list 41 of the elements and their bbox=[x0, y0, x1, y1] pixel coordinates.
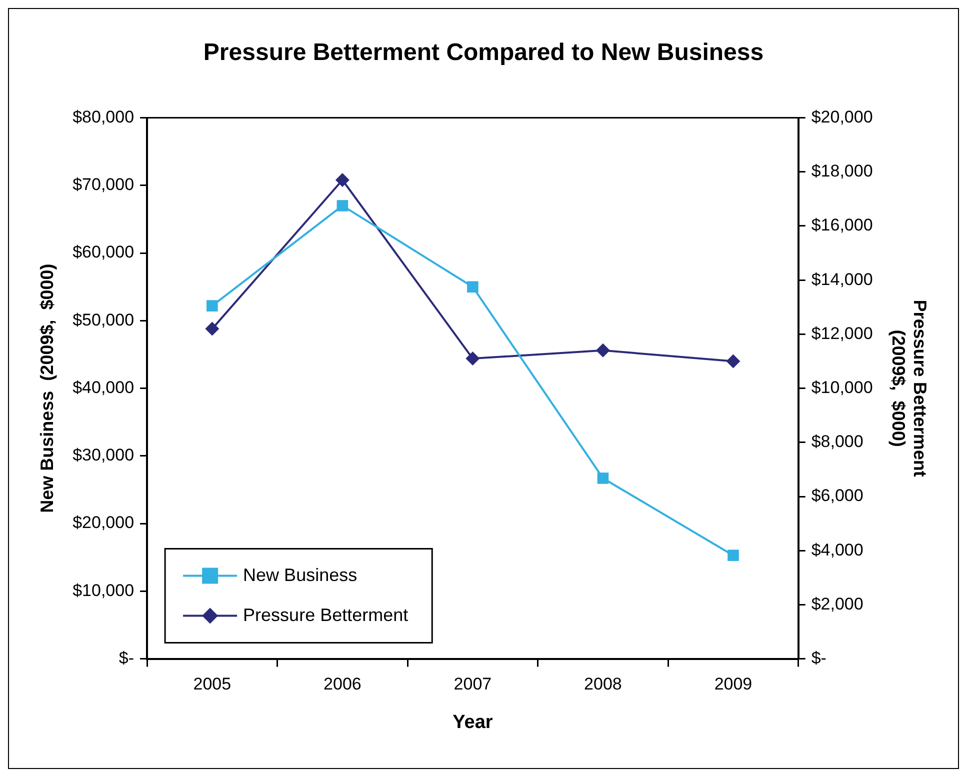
x-tick-label: 2008 bbox=[584, 674, 622, 694]
y-tick-label: $- bbox=[118, 648, 134, 668]
legend-label: Pressure Betterment bbox=[243, 604, 408, 625]
chart-title: Pressure Betterment Compared to New Business bbox=[203, 39, 764, 66]
y2-tick-label: $6,000 bbox=[811, 486, 864, 506]
point bbox=[726, 354, 740, 368]
point bbox=[205, 322, 220, 336]
y-tick-label: $30,000 bbox=[72, 446, 134, 465]
y-tick-label: $60,000 bbox=[72, 242, 134, 262]
legend-label: New Business bbox=[243, 564, 358, 585]
point bbox=[467, 281, 478, 293]
point bbox=[596, 343, 610, 358]
y2-tick-label: $10,000 bbox=[811, 378, 873, 397]
point bbox=[206, 300, 218, 312]
y2-tick-label: $14,000 bbox=[811, 270, 873, 289]
y-axis-title: New Business (2009$, $000) bbox=[36, 264, 57, 513]
x-axis-title: Year bbox=[452, 712, 494, 733]
x-tick-label: 2009 bbox=[714, 674, 752, 694]
point bbox=[597, 472, 609, 484]
y-tick-label: $40,000 bbox=[72, 378, 134, 397]
point bbox=[335, 173, 350, 188]
y2-axis-title: Pressure Betterment (2009$, $000) bbox=[888, 300, 930, 477]
y2-tick-label: $16,000 bbox=[811, 216, 873, 235]
y-tick-label: $10,000 bbox=[72, 580, 134, 600]
y2-tick-label: $4,000 bbox=[811, 540, 864, 560]
x-tick-label: 2006 bbox=[324, 674, 362, 694]
x-tick-label: 2005 bbox=[193, 674, 232, 694]
point bbox=[466, 352, 480, 366]
x-tick-label: 2007 bbox=[454, 674, 492, 694]
y2-tick-label: $2,000 bbox=[811, 594, 864, 614]
point bbox=[336, 200, 348, 212]
y2-tick-label: $20,000 bbox=[811, 107, 873, 126]
y2-tick-label: $8,000 bbox=[811, 432, 864, 452]
y2-tick-label: $18,000 bbox=[811, 162, 873, 181]
y-tick-label: $50,000 bbox=[72, 310, 134, 330]
y-tick-label: $80,000 bbox=[72, 107, 134, 126]
point bbox=[728, 550, 739, 561]
y-tick-label: $70,000 bbox=[72, 175, 134, 194]
y-tick-label: $20,000 bbox=[72, 513, 134, 532]
y2-tick-label: $- bbox=[811, 648, 826, 668]
y2-tick-label: $12,000 bbox=[811, 324, 873, 343]
